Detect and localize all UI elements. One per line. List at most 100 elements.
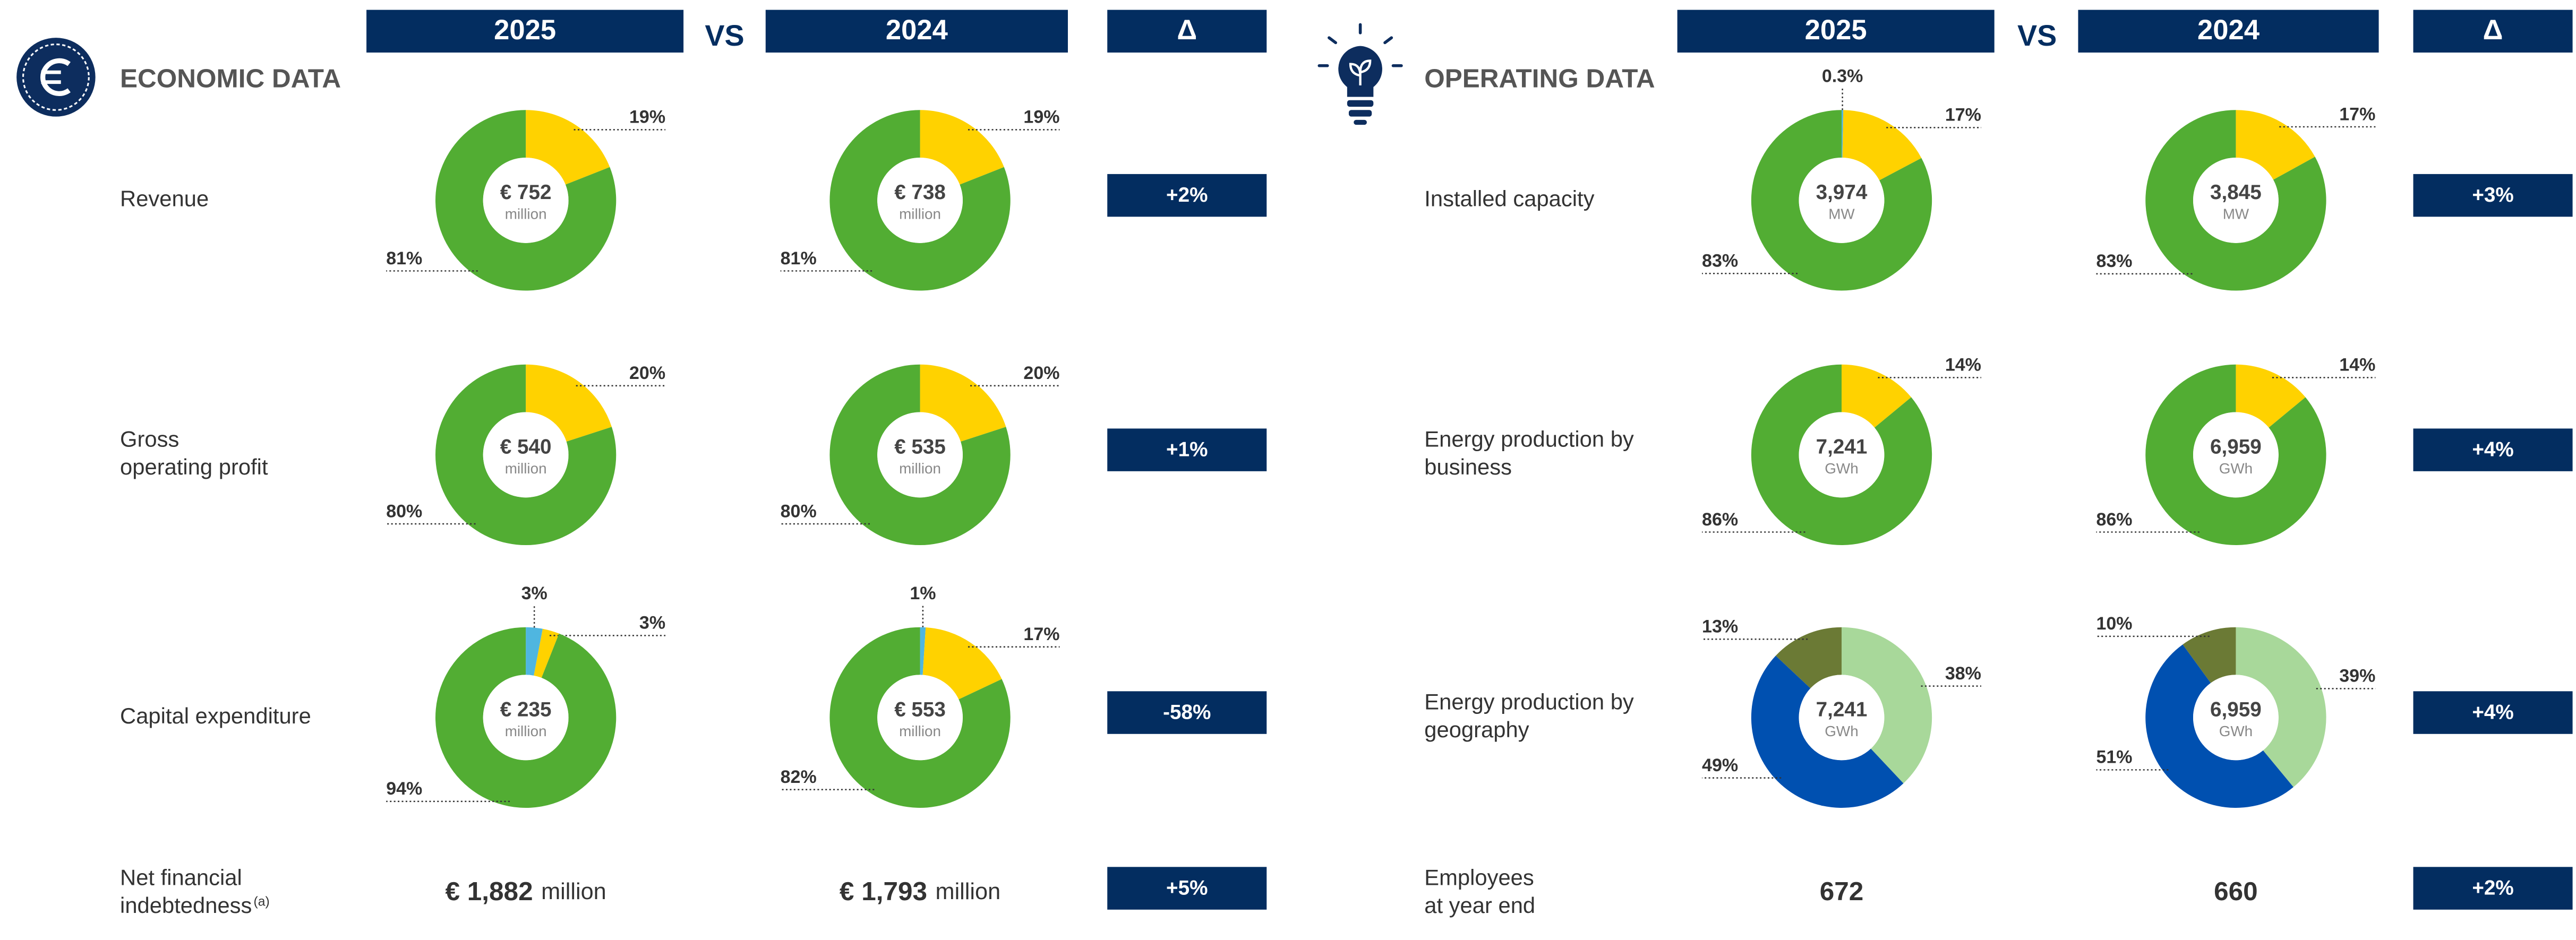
delta-value: +1% (1166, 438, 1208, 461)
donut-slice (1751, 656, 1904, 808)
donut-slice (829, 627, 1011, 808)
value-label: 3% (639, 613, 665, 633)
header-box (1107, 10, 1267, 53)
bulb-leaf (1349, 59, 1372, 85)
delta-value: +3% (2472, 184, 2513, 206)
donut-center (483, 157, 569, 243)
donut-slice (1841, 627, 1932, 783)
value-label: 94% (386, 779, 422, 799)
donut-slice (920, 110, 1004, 185)
value-label: 19% (629, 107, 665, 127)
delta-box (2413, 691, 2573, 734)
figure: 660 (2214, 877, 2258, 906)
row-label: Installed capacity (1424, 186, 1594, 211)
center-value: 3,974 (1816, 181, 1868, 204)
donut-center (1799, 675, 1885, 761)
value-label: 17% (1945, 105, 1981, 125)
center-unit: GWh (2219, 723, 2253, 739)
value-label: 81% (781, 248, 817, 269)
donut-center (877, 157, 963, 243)
donut-slice (526, 110, 610, 185)
donut-slice (2145, 110, 2326, 291)
value-label: 20% (629, 363, 665, 383)
bulb-base (1354, 119, 1367, 125)
delta-value: -58% (1163, 701, 1211, 723)
donut-slice (829, 364, 1011, 546)
donut-center (877, 412, 963, 498)
donut-slice (2183, 627, 2236, 683)
value-label: 1% (910, 583, 936, 603)
value-label: 20% (1023, 363, 1059, 383)
delta-box (1107, 428, 1267, 471)
donut-slice (920, 627, 926, 675)
donut-center (483, 675, 569, 761)
delta-value: +4% (2472, 438, 2513, 461)
center-value: 6,959 (2210, 698, 2262, 721)
donut-slice (1751, 364, 1932, 546)
row-label: geography (1424, 717, 1529, 742)
icon-euro (40, 58, 71, 96)
value-label: 3% (521, 583, 547, 603)
value-label: 19% (1023, 107, 1059, 127)
row-label: Energy production by (1424, 427, 1634, 452)
donut-center (2193, 412, 2279, 498)
figure-value: € 1,793 (840, 877, 927, 906)
donut-slice (534, 628, 559, 678)
row-label: Employees (1424, 865, 1534, 890)
figure-value: € 1,882 (445, 877, 533, 906)
donut-slice (2236, 627, 2326, 787)
header-box (765, 10, 1068, 53)
delta-box (2413, 428, 2573, 471)
header-label: 2025 (494, 14, 556, 46)
delta-value: +2% (2472, 876, 2513, 899)
center-value: 7,241 (1816, 698, 1868, 721)
bulb-base (1347, 100, 1374, 107)
value-label: 81% (386, 248, 422, 269)
donut-slice (435, 110, 617, 291)
row-label: Capital expenditure (120, 703, 311, 728)
figure: 672 (1820, 877, 1864, 906)
value-label: 82% (781, 767, 817, 787)
center-unit: GWh (2219, 460, 2253, 477)
figure: € 1,882 million (445, 877, 606, 906)
center-unit: million (899, 460, 941, 477)
value-label: 86% (2096, 510, 2132, 530)
center-unit: million (505, 723, 547, 739)
donut-center (483, 412, 569, 498)
value-label: 51% (2096, 747, 2132, 767)
figure-unit: million (936, 879, 1001, 904)
row-note: (a) (254, 894, 270, 909)
donut-slice (1751, 110, 1932, 291)
value-label: 49% (1702, 755, 1738, 775)
value-label: 86% (1702, 510, 1738, 530)
donut-slice (435, 627, 617, 808)
figure-value: 672 (1820, 877, 1864, 906)
donut-slice (1841, 364, 1912, 428)
donut-slice (2236, 364, 2306, 428)
header-box (1677, 10, 1995, 53)
center-value: € 540 (500, 436, 552, 459)
value-label: 38% (1945, 663, 1981, 684)
section-title: ECONOMIC DATA (120, 64, 341, 93)
donut-center (1799, 412, 1885, 498)
center-unit: GWh (1825, 460, 1858, 477)
center-value: € 553 (894, 698, 946, 721)
section-title: OPERATING DATA (1424, 64, 1655, 93)
value-label: 14% (2339, 355, 2375, 375)
header-label: 2025 (1805, 14, 1867, 46)
row-label: indebtedness (120, 893, 252, 918)
donut-slice (920, 364, 1006, 442)
center-unit: MW (1828, 206, 1855, 222)
row-label: Revenue (120, 186, 209, 211)
value-label: 17% (1023, 624, 1059, 644)
header-label: 2024 (886, 14, 948, 46)
center-unit: million (899, 206, 941, 222)
bulb-icon (1317, 23, 1403, 125)
donut-slice (829, 110, 1011, 291)
header-box (2078, 10, 2379, 53)
value-label: 80% (386, 501, 422, 521)
donut-slice (1775, 627, 1842, 688)
figure-unit: million (541, 879, 606, 904)
center-value: 7,241 (1816, 436, 1868, 459)
